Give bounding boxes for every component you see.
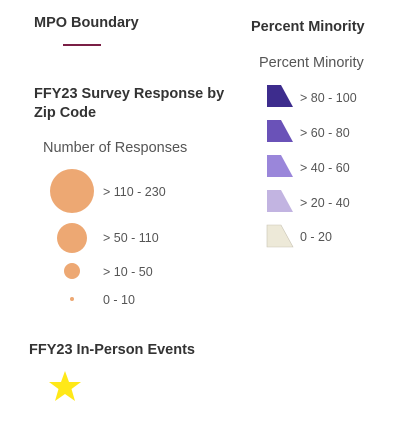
minority-swatch-0-20 xyxy=(266,224,294,248)
response-class-label: > 50 - 110 xyxy=(103,231,159,245)
response-class-label: > 110 - 230 xyxy=(103,185,166,199)
mpo-boundary-line-symbol xyxy=(63,44,101,46)
in-person-events-title: FFY23 In-Person Events xyxy=(29,342,195,358)
star-icon xyxy=(49,371,81,401)
minority-class-label: > 40 - 60 xyxy=(300,161,350,175)
response-class-label: > 10 - 50 xyxy=(103,265,153,279)
survey-response-subtitle: Number of Responses xyxy=(43,140,188,156)
minority-swatch-20-40 xyxy=(267,190,293,212)
minority-swatch-80-100 xyxy=(267,85,293,107)
minority-swatch-60-80 xyxy=(267,120,293,142)
response-class-label: 0 - 10 xyxy=(103,293,135,307)
survey-response-title: FFY23 Survey Response by Zip Code xyxy=(34,86,225,121)
mpo-boundary-title: MPO Boundary xyxy=(34,15,139,31)
minority-swatch-40-60 xyxy=(267,155,293,177)
percent-minority-subtitle: Percent Minority xyxy=(259,55,364,71)
response-circle-tiny xyxy=(70,297,74,301)
response-circle-medium xyxy=(57,223,87,253)
response-circle-small xyxy=(64,263,80,279)
minority-class-label: > 80 - 100 xyxy=(300,91,357,105)
response-circle-large xyxy=(50,169,94,213)
minority-class-label: > 20 - 40 xyxy=(300,196,350,210)
minority-class-label: > 60 - 80 xyxy=(300,126,350,140)
percent-minority-title: Percent Minority xyxy=(251,19,365,35)
minority-class-label: 0 - 20 xyxy=(300,230,332,244)
